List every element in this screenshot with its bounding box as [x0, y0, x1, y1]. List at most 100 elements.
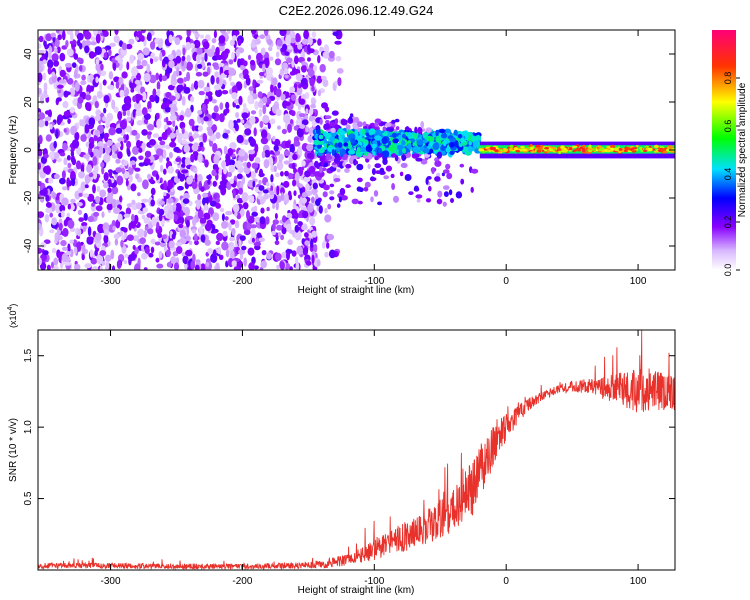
heatmap-cell: [118, 77, 124, 86]
heatmap-cell: [274, 213, 278, 220]
heatmap-cell: [71, 157, 77, 166]
heatmap-cell: [293, 190, 297, 197]
heatmap-cell: [213, 154, 220, 165]
heatmap-cell: [437, 190, 443, 198]
heatmap-cell: [182, 47, 186, 56]
heatmap-cell: [196, 201, 201, 210]
heatmap-cell: [119, 89, 125, 98]
heatmap-cell: [304, 240, 310, 246]
heatmap-cell: [425, 127, 432, 133]
heatmap-cell: [330, 127, 336, 133]
heatmap-cell: [516, 150, 520, 153]
heatmap-cell: [134, 263, 141, 270]
heatmap-cell: [84, 31, 92, 40]
heatmap-cell: [295, 261, 300, 270]
heatmap-cell: [48, 151, 55, 159]
heatmap-cell: [283, 67, 289, 75]
heatmap-cell: [166, 127, 172, 136]
heatmap-cell: [213, 30, 217, 39]
heatmap-cell: [92, 148, 100, 157]
heatmap-cell: [313, 171, 320, 177]
heatmap-cell: [58, 222, 63, 231]
heatmap-cell: [81, 222, 88, 227]
heatmap-cell: [431, 166, 435, 175]
heatmap-cell: [572, 145, 578, 148]
heatmap-cell: [161, 75, 168, 82]
heatmap-cell: [136, 58, 141, 66]
heatmap-cell: [137, 53, 145, 61]
heatmap-cell: [274, 252, 282, 262]
heatmap-cell: [38, 247, 43, 254]
heatmap-cell: [435, 130, 439, 137]
heatmap-cell: [374, 156, 379, 161]
heatmap-cell: [92, 156, 98, 166]
heatmap-cell: [74, 132, 80, 141]
heatmap-cell: [224, 48, 230, 55]
heatmap-cell: [301, 192, 308, 198]
heatmap-cell: [82, 225, 87, 232]
heatmap-cell: [132, 109, 136, 118]
heatmap-cell: [228, 222, 232, 231]
heatmap-cell: [218, 167, 223, 176]
heatmap-cell: [42, 59, 47, 64]
heatmap-cell: [390, 173, 395, 179]
heatmap-cell: [248, 149, 256, 155]
heatmap-cell: [211, 38, 217, 44]
heatmap-cell: [94, 46, 102, 55]
heatmap-cell: [159, 164, 164, 173]
heatmap-cell: [365, 144, 373, 153]
heatmap-cell: [154, 57, 158, 63]
heatmap-cell: [183, 77, 188, 82]
heatmap-cell: [70, 150, 75, 157]
heatmap-cell: [284, 170, 289, 177]
heatmap-cell: [135, 173, 140, 180]
heatmap-cell: [236, 173, 243, 180]
x-tick-label: 100: [630, 576, 647, 587]
x-tick-label: 0: [503, 576, 509, 587]
heatmap-cell: [323, 184, 330, 191]
heatmap-cell: [103, 181, 109, 189]
heatmap-cell: [261, 151, 266, 159]
heatmap-cell: [176, 114, 181, 122]
heatmap-cell: [435, 135, 441, 143]
heatmap-cell: [285, 34, 292, 45]
heatmap-cell: [51, 53, 59, 62]
heatmap-cell: [301, 225, 308, 231]
heatmap-cell: [159, 140, 166, 146]
heatmap-cell: [371, 168, 376, 175]
heatmap-cell: [348, 143, 353, 149]
heatmap-cell: [391, 119, 396, 124]
heatmap-cell: [276, 39, 283, 47]
heatmap-cell: [323, 162, 329, 168]
heatmap-cell: [427, 136, 435, 142]
heatmap-cell: [228, 119, 234, 130]
heatmap-cell: [136, 30, 143, 38]
heatmap-cell: [76, 32, 84, 41]
heatmap-cell: [302, 246, 309, 253]
heatmap-cell: [271, 230, 276, 236]
heatmap-cell: [77, 228, 82, 237]
heatmap-cell: [87, 193, 95, 202]
heatmap-cell: [668, 145, 673, 149]
heatmap-cell: [66, 48, 74, 57]
heatmap-cell: [494, 149, 499, 153]
heatmap-cell: [183, 86, 191, 94]
heatmap-cell: [356, 163, 364, 171]
heatmap-cell: [80, 134, 87, 142]
heatmap-cell: [207, 179, 211, 185]
heatmap-cell: [162, 97, 168, 104]
heatmap-cell: [95, 232, 102, 241]
heatmap-cell: [298, 113, 306, 118]
heatmap-cell: [99, 189, 107, 198]
heatmap-cell: [250, 224, 257, 229]
heatmap-cell: [179, 237, 187, 245]
heatmap-cell: [175, 246, 183, 255]
heatmap-cell: [175, 202, 182, 213]
heatmap-cell: [115, 158, 121, 164]
heatmap-cell: [121, 167, 126, 175]
heatmap-cell: [265, 181, 270, 187]
heatmap-cell: [448, 189, 453, 196]
heatmap-cell: [299, 124, 306, 129]
heatmap-cell: [207, 248, 214, 254]
heatmap-cell: [281, 251, 288, 259]
